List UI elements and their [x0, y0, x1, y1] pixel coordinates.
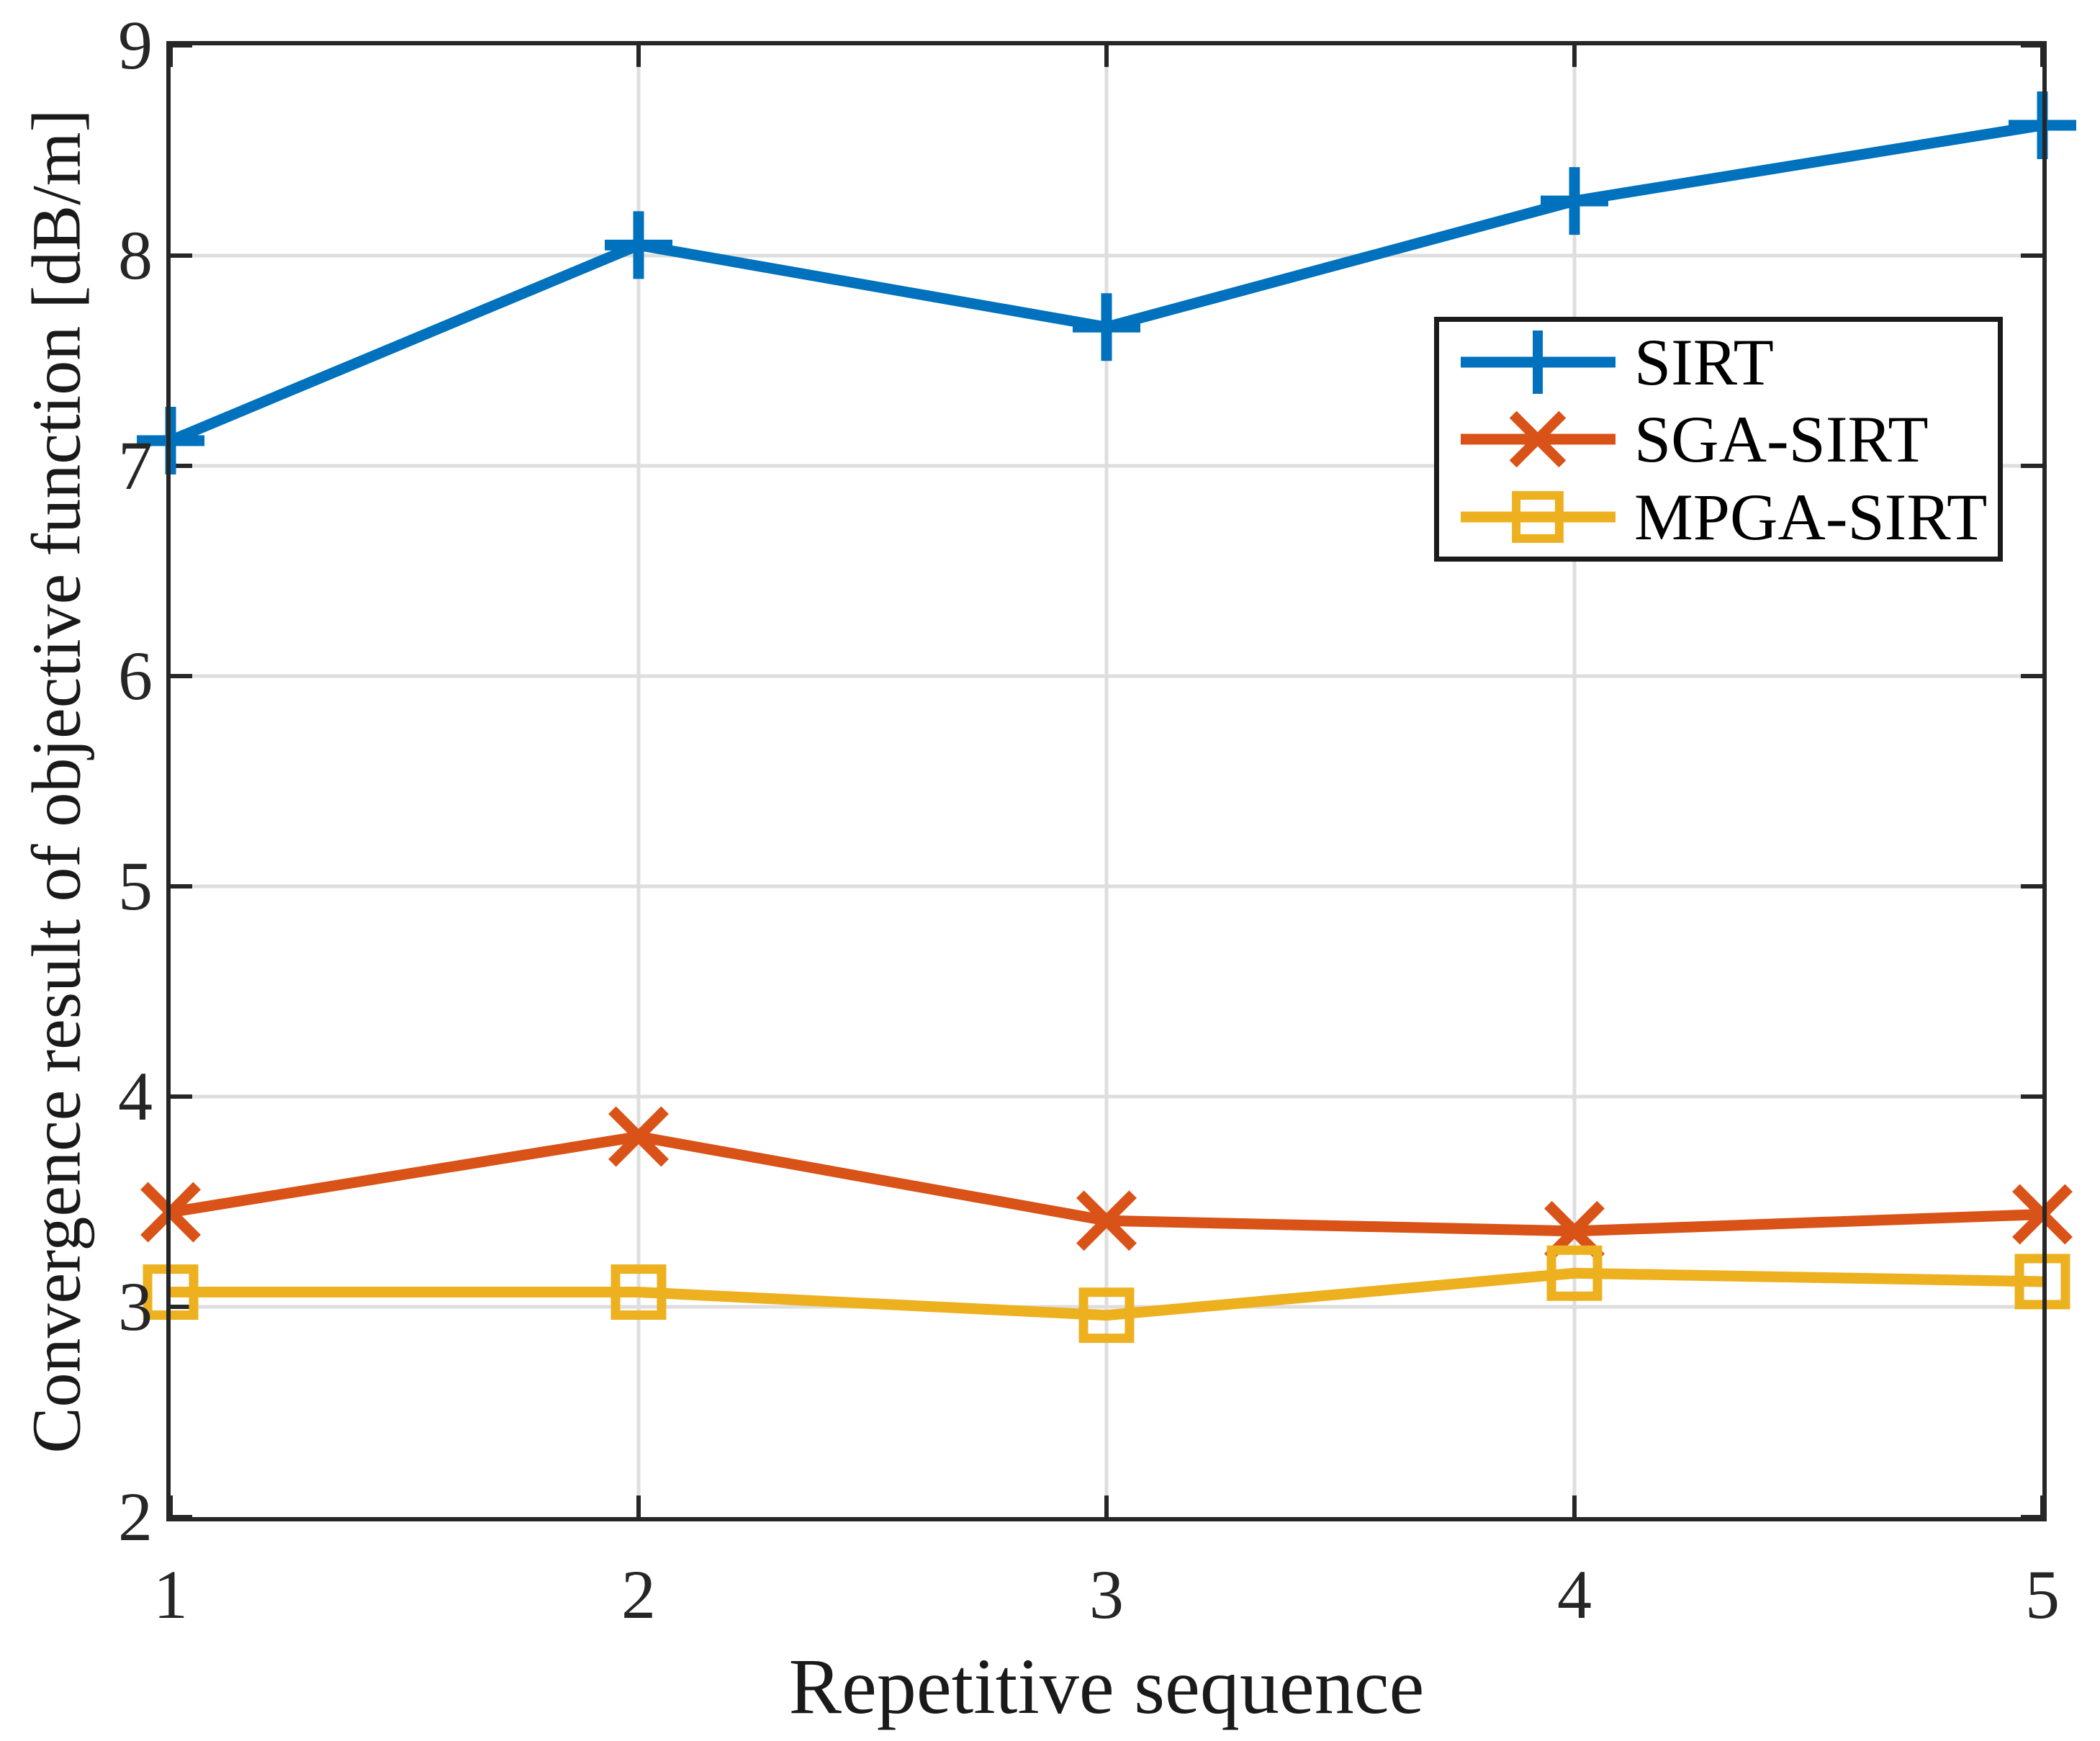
- y-tick-label-5: 5: [118, 847, 153, 925]
- plus-marker-icon: [1461, 330, 1615, 394]
- x-tick-label-1: 1: [153, 1556, 188, 1633]
- y-tick-label-8: 8: [118, 217, 153, 294]
- y-tick-label-4: 4: [118, 1058, 153, 1135]
- cross-marker-icon: [1461, 410, 1615, 468]
- legend-label-SIRT: SIRT: [1634, 325, 1774, 399]
- legend-entry-SGA-SIRT: SGA-SIRT: [1461, 402, 1998, 477]
- x-tick-label-5: 5: [2025, 1556, 2060, 1633]
- legend-label-MPGA-SIRT: MPGA-SIRT: [1634, 480, 1988, 554]
- legend-label-SGA-SIRT: SGA-SIRT: [1634, 402, 1929, 476]
- x-axis-label: Repetitive sequence: [788, 1642, 1425, 1730]
- gridlines: [171, 45, 2042, 1517]
- legend-entry-MPGA-SIRT: MPGA-SIRT: [1461, 480, 1998, 554]
- legend: SIRT SGA-SIRT MPGA-SIRT: [1434, 317, 2003, 562]
- y-tick-label-2: 2: [118, 1478, 153, 1555]
- chart-plot: [137, 43, 2076, 1519]
- legend-entry-SIRT: SIRT: [1461, 325, 1998, 400]
- y-tick-label-9: 9: [118, 6, 153, 84]
- y-tick-label-3: 3: [118, 1268, 153, 1345]
- y-axis-label: Convergence result of objective function…: [17, 109, 95, 1454]
- square-marker-icon: [1461, 490, 1615, 543]
- x-tick-label-4: 4: [1557, 1556, 1592, 1633]
- x-tick-label-2: 2: [621, 1556, 656, 1633]
- y-tick-label-6: 6: [118, 637, 153, 714]
- x-tick-label-3: 3: [1089, 1556, 1124, 1633]
- y-tick-label-7: 7: [118, 427, 153, 504]
